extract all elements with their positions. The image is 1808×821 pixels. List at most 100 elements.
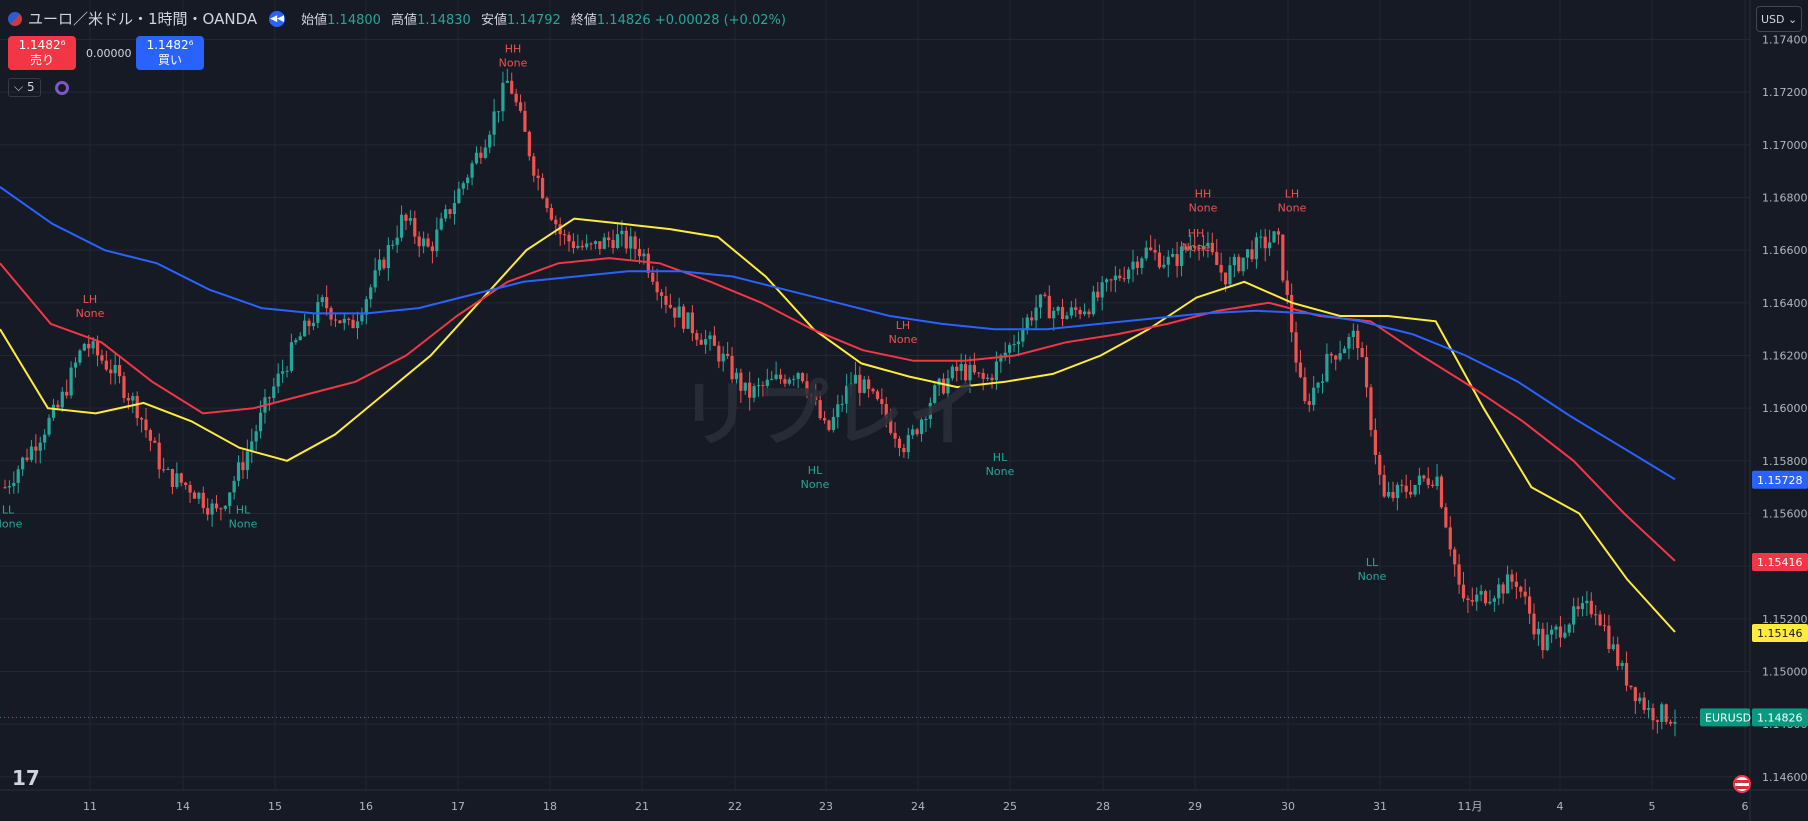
candle-body (1100, 282, 1104, 298)
candle-body (540, 177, 545, 199)
candle-body (761, 385, 765, 387)
candle-body (109, 369, 113, 374)
candle-body (783, 379, 787, 384)
symbol-label-bg (1700, 708, 1750, 727)
candle-body (1329, 353, 1333, 356)
candle-body (430, 246, 435, 252)
candle-body (214, 503, 219, 509)
candle-body (148, 430, 153, 441)
candle-body (69, 367, 73, 396)
candle-body (867, 379, 871, 389)
swing-label: None (1278, 202, 1307, 215)
candle-body (827, 420, 831, 430)
candle-body (554, 219, 558, 225)
candle-body (1232, 256, 1236, 266)
candle-body (1091, 291, 1095, 315)
candle-body (12, 482, 16, 486)
sell-label: 売り (29, 53, 54, 67)
candle-body (1607, 625, 1611, 650)
y-tick-label: 1.16400 (1762, 297, 1808, 310)
candle-body (853, 374, 858, 384)
candle-body (1171, 254, 1175, 257)
candle-body (254, 431, 258, 442)
candle-body (620, 230, 624, 235)
candle-body (955, 366, 959, 371)
candle-body (338, 320, 342, 324)
candle-body (29, 446, 34, 460)
candle-body (298, 336, 302, 341)
candle-body (893, 432, 897, 439)
candle-body (1382, 474, 1386, 497)
buy-button[interactable]: 1.1482⁶ 買い (136, 36, 204, 70)
candle-body (51, 404, 56, 418)
currency-select[interactable]: USD ⌄ (1756, 6, 1802, 32)
candle-body (1206, 242, 1210, 246)
candle-body (144, 419, 148, 431)
candle-body (1254, 237, 1258, 260)
candle-body (228, 492, 232, 506)
sync-icon[interactable] (54, 80, 69, 95)
candle-body (1488, 601, 1492, 604)
candle-body (1633, 687, 1637, 702)
x-tick-label: 11 (83, 800, 97, 813)
candle-body (219, 508, 223, 510)
candle-body (1294, 332, 1298, 363)
candle-body (1241, 257, 1245, 272)
candle-body (1259, 236, 1263, 238)
candle-body (1527, 596, 1532, 614)
tradingview-logo[interactable]: 𝟭𝟳 (12, 766, 40, 790)
candle-body (201, 492, 205, 509)
candle-body (994, 361, 999, 381)
candle-body (637, 248, 642, 257)
candle-body (1356, 330, 1360, 349)
change-value: +0.00028 (+0.02%) (654, 13, 786, 28)
replay-icon[interactable]: ◀◀ (269, 10, 286, 27)
candle-body (1043, 294, 1047, 296)
candle-body (545, 198, 549, 209)
x-tick-label: 11月 (1458, 800, 1483, 813)
candle-body (646, 253, 650, 273)
candle-body (1250, 249, 1254, 260)
candle-body (131, 396, 135, 401)
symbol-header: ユーロ／米ドル・1時間・OANDA ◀◀ 始値1.14800 高値1.14830… (8, 8, 786, 29)
candle-body (1576, 606, 1580, 610)
symbol-title[interactable]: ユーロ／米ドル・1時間・OANDA (28, 10, 258, 28)
candle-body (1069, 307, 1073, 316)
us-flag-icon[interactable] (1733, 775, 1751, 793)
candle-body (1448, 527, 1452, 550)
candle-body (1616, 644, 1620, 666)
candle-body (629, 236, 633, 249)
sell-button[interactable]: 1.1482⁶ 売り (8, 36, 76, 70)
candle-body (717, 345, 721, 362)
candle-body (897, 438, 902, 449)
candle-body (598, 241, 602, 249)
candle-body (60, 391, 64, 408)
candle-body (1312, 387, 1316, 405)
candle-body (1060, 307, 1065, 320)
candle-body (809, 393, 813, 397)
x-tick-label: 6 (1742, 800, 1749, 813)
candle-body (117, 364, 122, 377)
candle-body (712, 335, 717, 346)
candle-body (1149, 247, 1153, 251)
currency-label: USD (1761, 13, 1785, 26)
candle-body (1307, 401, 1311, 405)
candle-body (752, 386, 756, 398)
candle-body (668, 304, 672, 308)
candle-body (1479, 591, 1483, 595)
candle-body (457, 188, 461, 204)
candle-body (1193, 246, 1197, 248)
candle-body (1664, 704, 1668, 722)
candle-body (272, 386, 276, 398)
candle-body (34, 446, 38, 451)
candle-body (395, 237, 399, 245)
x-tick-label: 5 (1649, 800, 1656, 813)
candle-body (1113, 275, 1117, 281)
candle-body (1334, 355, 1338, 360)
candle-body (1021, 328, 1025, 342)
candle-body (818, 400, 822, 419)
candle-body (792, 378, 796, 380)
candle-body (805, 381, 809, 394)
indicator-toggle[interactable]: ⌵ 5 (8, 78, 41, 97)
